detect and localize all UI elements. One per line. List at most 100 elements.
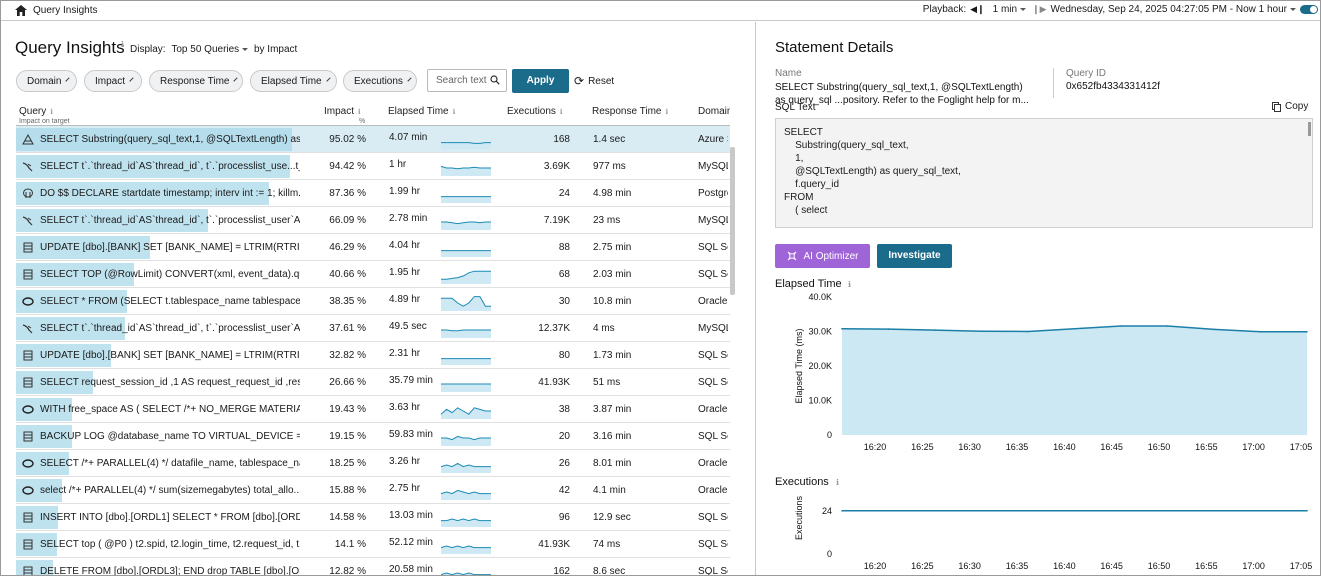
response-time-value: 2.03 min — [593, 269, 632, 280]
live-toggle[interactable] — [1300, 5, 1318, 14]
impact-bar — [16, 533, 57, 556]
filter-executions[interactable]: Executions — [343, 70, 417, 92]
query-text[interactable]: SELECT t`.`thread_id`AS`thread_id`, t`.`… — [40, 215, 300, 226]
table-row[interactable]: select /*+ PARALLEL(4) */ sum(sizemegaby… — [16, 477, 730, 504]
table-row[interactable]: SELECT request_session_id ,1 AS request_… — [16, 369, 730, 396]
query-text[interactable]: INSERT INTO [dbo].[ORDL1] SELECT * FROM … — [40, 512, 300, 523]
table-row[interactable]: BACKUP LOG @database_name TO VIRTUAL_DEV… — [16, 423, 730, 450]
sql-text-box[interactable]: SELECT Substring(query_sql_text, 1, @SQL… — [775, 118, 1313, 228]
query-text[interactable]: UPDATE [dbo].[BANK] SET [BANK_NAME] = LT… — [40, 350, 300, 361]
response-time-value: 1.4 sec — [593, 134, 626, 145]
rewind-icon[interactable]: ◀❙ — [970, 4, 985, 14]
column-header-impact[interactable]: Impact ℹ — [324, 106, 361, 117]
info-icon[interactable]: ℹ — [121, 40, 125, 49]
interval-select[interactable]: 1 min — [993, 4, 1027, 15]
query-text[interactable]: SELECT /*+ PARALLEL(4) */ datafile_name,… — [40, 458, 300, 469]
response-time-value: 4 ms — [593, 323, 615, 334]
elapsed-time-chart: 40.0K 30.0K 20.0K 10.0K 0 Elapsed Time (ms) 16… — [794, 292, 1312, 452]
query-text[interactable]: BACKUP LOG @database_name TO VIRTUAL_DEV… — [40, 431, 300, 442]
table-scrollbar[interactable] — [730, 147, 735, 295]
mysql-icon — [22, 324, 33, 334]
caret-down-icon — [1290, 7, 1296, 11]
info-icon[interactable]: ℹ — [836, 478, 840, 487]
query-text[interactable]: select /*+ PARALLEL(4) */ sum(sizemegaby… — [40, 485, 300, 496]
sparkline-line — [440, 545, 491, 549]
info-icon: ℹ — [665, 109, 669, 116]
column-header-domain[interactable]: Domain — [698, 106, 730, 117]
query-text[interactable]: SELECT top ( @P0 ) t2.spid, t2.login_tim… — [40, 539, 300, 550]
column-header-response-time[interactable]: Response Time ℹ — [592, 106, 668, 117]
query-text[interactable]: SELECT t`.`thread_id`AS`thread_id`, t`.`… — [40, 161, 300, 172]
filter-impact[interactable]: Impact — [84, 70, 142, 92]
domain-value: SQL Se — [698, 566, 728, 576]
elapsed-value: 49.5 sec — [389, 321, 427, 332]
apply-button[interactable]: Apply — [512, 69, 569, 93]
reset-button[interactable]: ⟳ Reset — [574, 74, 614, 88]
table-row[interactable]: SELECT t`.`thread_id`AS`thread_id`, t`.`… — [16, 315, 730, 342]
impact-bar — [16, 452, 69, 475]
impact-value: 94.42 % — [329, 161, 366, 172]
sql-text-label: SQL Text — [775, 102, 816, 113]
home-icon[interactable] — [15, 5, 27, 16]
query-text[interactable]: SELECT request_session_id ,1 AS request_… — [40, 377, 300, 388]
display-control: Display: Top 50 Queries by Impact — [130, 44, 297, 55]
column-header-query[interactable]: Query ℹ — [19, 106, 53, 117]
x-tick-label: 17:05 — [1290, 561, 1313, 571]
elapsed-sparkline — [441, 518, 491, 527]
breadcrumb[interactable]: Query Insights — [33, 5, 98, 16]
copy-button[interactable]: Copy — [1272, 101, 1308, 112]
query-text[interactable]: WITH free_space AS ( SELECT /*+ NO_MERGE… — [40, 404, 300, 415]
x-tick-label: 16:55 — [1195, 442, 1218, 452]
y-tick-label: 10.0K — [808, 396, 832, 406]
query-text[interactable]: SELECT * FROM (SELECT t.tablespace_name … — [40, 296, 300, 307]
column-header-executions[interactable]: Executions ℹ — [507, 106, 563, 117]
query-text[interactable]: DELETE FROM [dbo].[ORDL3]; END drop TABL… — [40, 566, 300, 576]
x-tick-label: 16:25 — [911, 561, 934, 571]
table-row[interactable]: DO $$ DECLARE startdate timestamp; inter… — [16, 180, 730, 207]
chart-area — [842, 326, 1307, 435]
table-row[interactable]: UPDATE [dbo].[BANK] SET [BANK_NAME] = LT… — [16, 342, 730, 369]
y-tick-label: 30.0K — [808, 327, 832, 337]
sql-scrollbar[interactable] — [1308, 122, 1311, 136]
table-row[interactable]: SELECT t`.`thread_id`AS`thread_id`, t`.`… — [16, 153, 730, 180]
table-row[interactable]: SELECT Substring(query_sql_text,1, @SQLT… — [16, 126, 730, 153]
response-time-value: 10.8 min — [593, 296, 632, 307]
time-range-select[interactable]: Wednesday, Sep 24, 2025 04:27:05 PM - No… — [1051, 4, 1296, 15]
query-text[interactable]: UPDATE [dbo].[BANK] SET [BANK_NAME] = LT… — [40, 242, 300, 253]
search-icon[interactable] — [490, 75, 500, 85]
query-text[interactable]: SELECT t`.`thread_id`AS`thread_id`, t`.`… — [40, 323, 300, 334]
domain-value: Oracle — [698, 485, 728, 496]
y-axis-label: Elapsed Time (ms) — [794, 328, 804, 403]
filter-response-time[interactable]: Response Time — [149, 70, 243, 92]
sort-by-value[interactable]: by Impact — [253, 44, 298, 55]
investigate-button[interactable]: Investigate — [877, 244, 952, 268]
table-row[interactable]: UPDATE [dbo].[BANK] SET [BANK_NAME] = LT… — [16, 234, 730, 261]
table-row[interactable]: SELECT top ( @P0 ) t2.spid, t2.login_tim… — [16, 531, 730, 558]
sqlserver-icon — [23, 242, 33, 253]
sparkline-area — [441, 330, 491, 338]
ai-optimizer-button[interactable]: AI Optimizer — [775, 244, 870, 268]
copy-label: Copy — [1285, 101, 1309, 112]
table-row[interactable]: SELECT * FROM (SELECT t.tablespace_name … — [16, 288, 730, 315]
forward-icon[interactable]: ❙▶ — [1032, 4, 1047, 14]
response-time-value: 51 ms — [593, 377, 621, 388]
display-select[interactable]: Top 50 Queries — [171, 44, 249, 55]
query-text[interactable]: SELECT Substring(query_sql_text,1, @SQLT… — [40, 134, 300, 145]
reset-icon: ⟳ — [574, 74, 585, 88]
display-value: Top 50 Queries — [171, 44, 240, 55]
table-row[interactable]: DELETE FROM [dbo].[ORDL3]; END drop TABL… — [16, 558, 730, 576]
filter-elapsed-time[interactable]: Elapsed Time — [250, 70, 337, 92]
search-input[interactable]: Search text — [427, 69, 507, 92]
table-row[interactable]: SELECT t`.`thread_id`AS`thread_id`, t`.`… — [16, 207, 730, 234]
chart-point — [1166, 325, 1169, 327]
filter-domain[interactable]: Domain — [16, 70, 77, 92]
table-row[interactable]: SELECT /*+ PARALLEL(4) */ datafile_name,… — [16, 450, 730, 477]
table-row[interactable]: WITH free_space AS ( SELECT /*+ NO_MERGE… — [16, 396, 730, 423]
query-text[interactable]: SELECT TOP (@RowLimit) CONVERT(xml, even… — [40, 269, 300, 280]
table-row[interactable]: INSERT INTO [dbo].[ORDL1] SELECT * FROM … — [16, 504, 730, 531]
query-text[interactable]: DO $$ DECLARE startdate timestamp; inter… — [40, 188, 300, 199]
column-header-elapsed-time[interactable]: Elapsed Time ℹ — [388, 106, 455, 117]
table-row[interactable]: SELECT TOP (@RowLimit) CONVERT(xml, even… — [16, 261, 730, 288]
sparkline-area — [441, 490, 491, 500]
info-icon[interactable]: ℹ — [848, 280, 852, 289]
